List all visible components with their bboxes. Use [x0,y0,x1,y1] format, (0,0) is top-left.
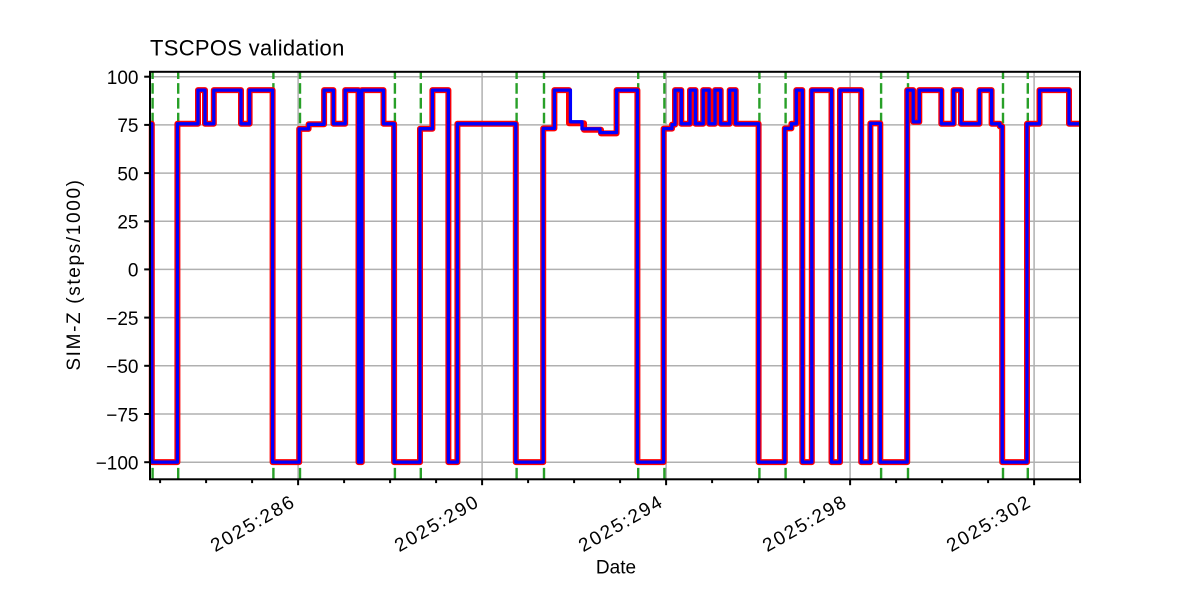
svg-text:50: 50 [117,164,138,185]
svg-text:TSCPOS validation: TSCPOS validation [150,36,345,61]
svg-text:−25: −25 [106,309,138,330]
svg-text:−50: −50 [106,357,138,378]
svg-text:Date: Date [596,558,636,579]
svg-text:SIM-Z (steps/1000): SIM-Z (steps/1000) [64,178,85,370]
svg-text:−75: −75 [106,405,138,426]
svg-text:100: 100 [107,68,139,89]
svg-text:0: 0 [128,261,139,282]
svg-text:−100: −100 [96,454,139,475]
svg-text:25: 25 [117,213,138,234]
svg-text:75: 75 [117,116,138,137]
